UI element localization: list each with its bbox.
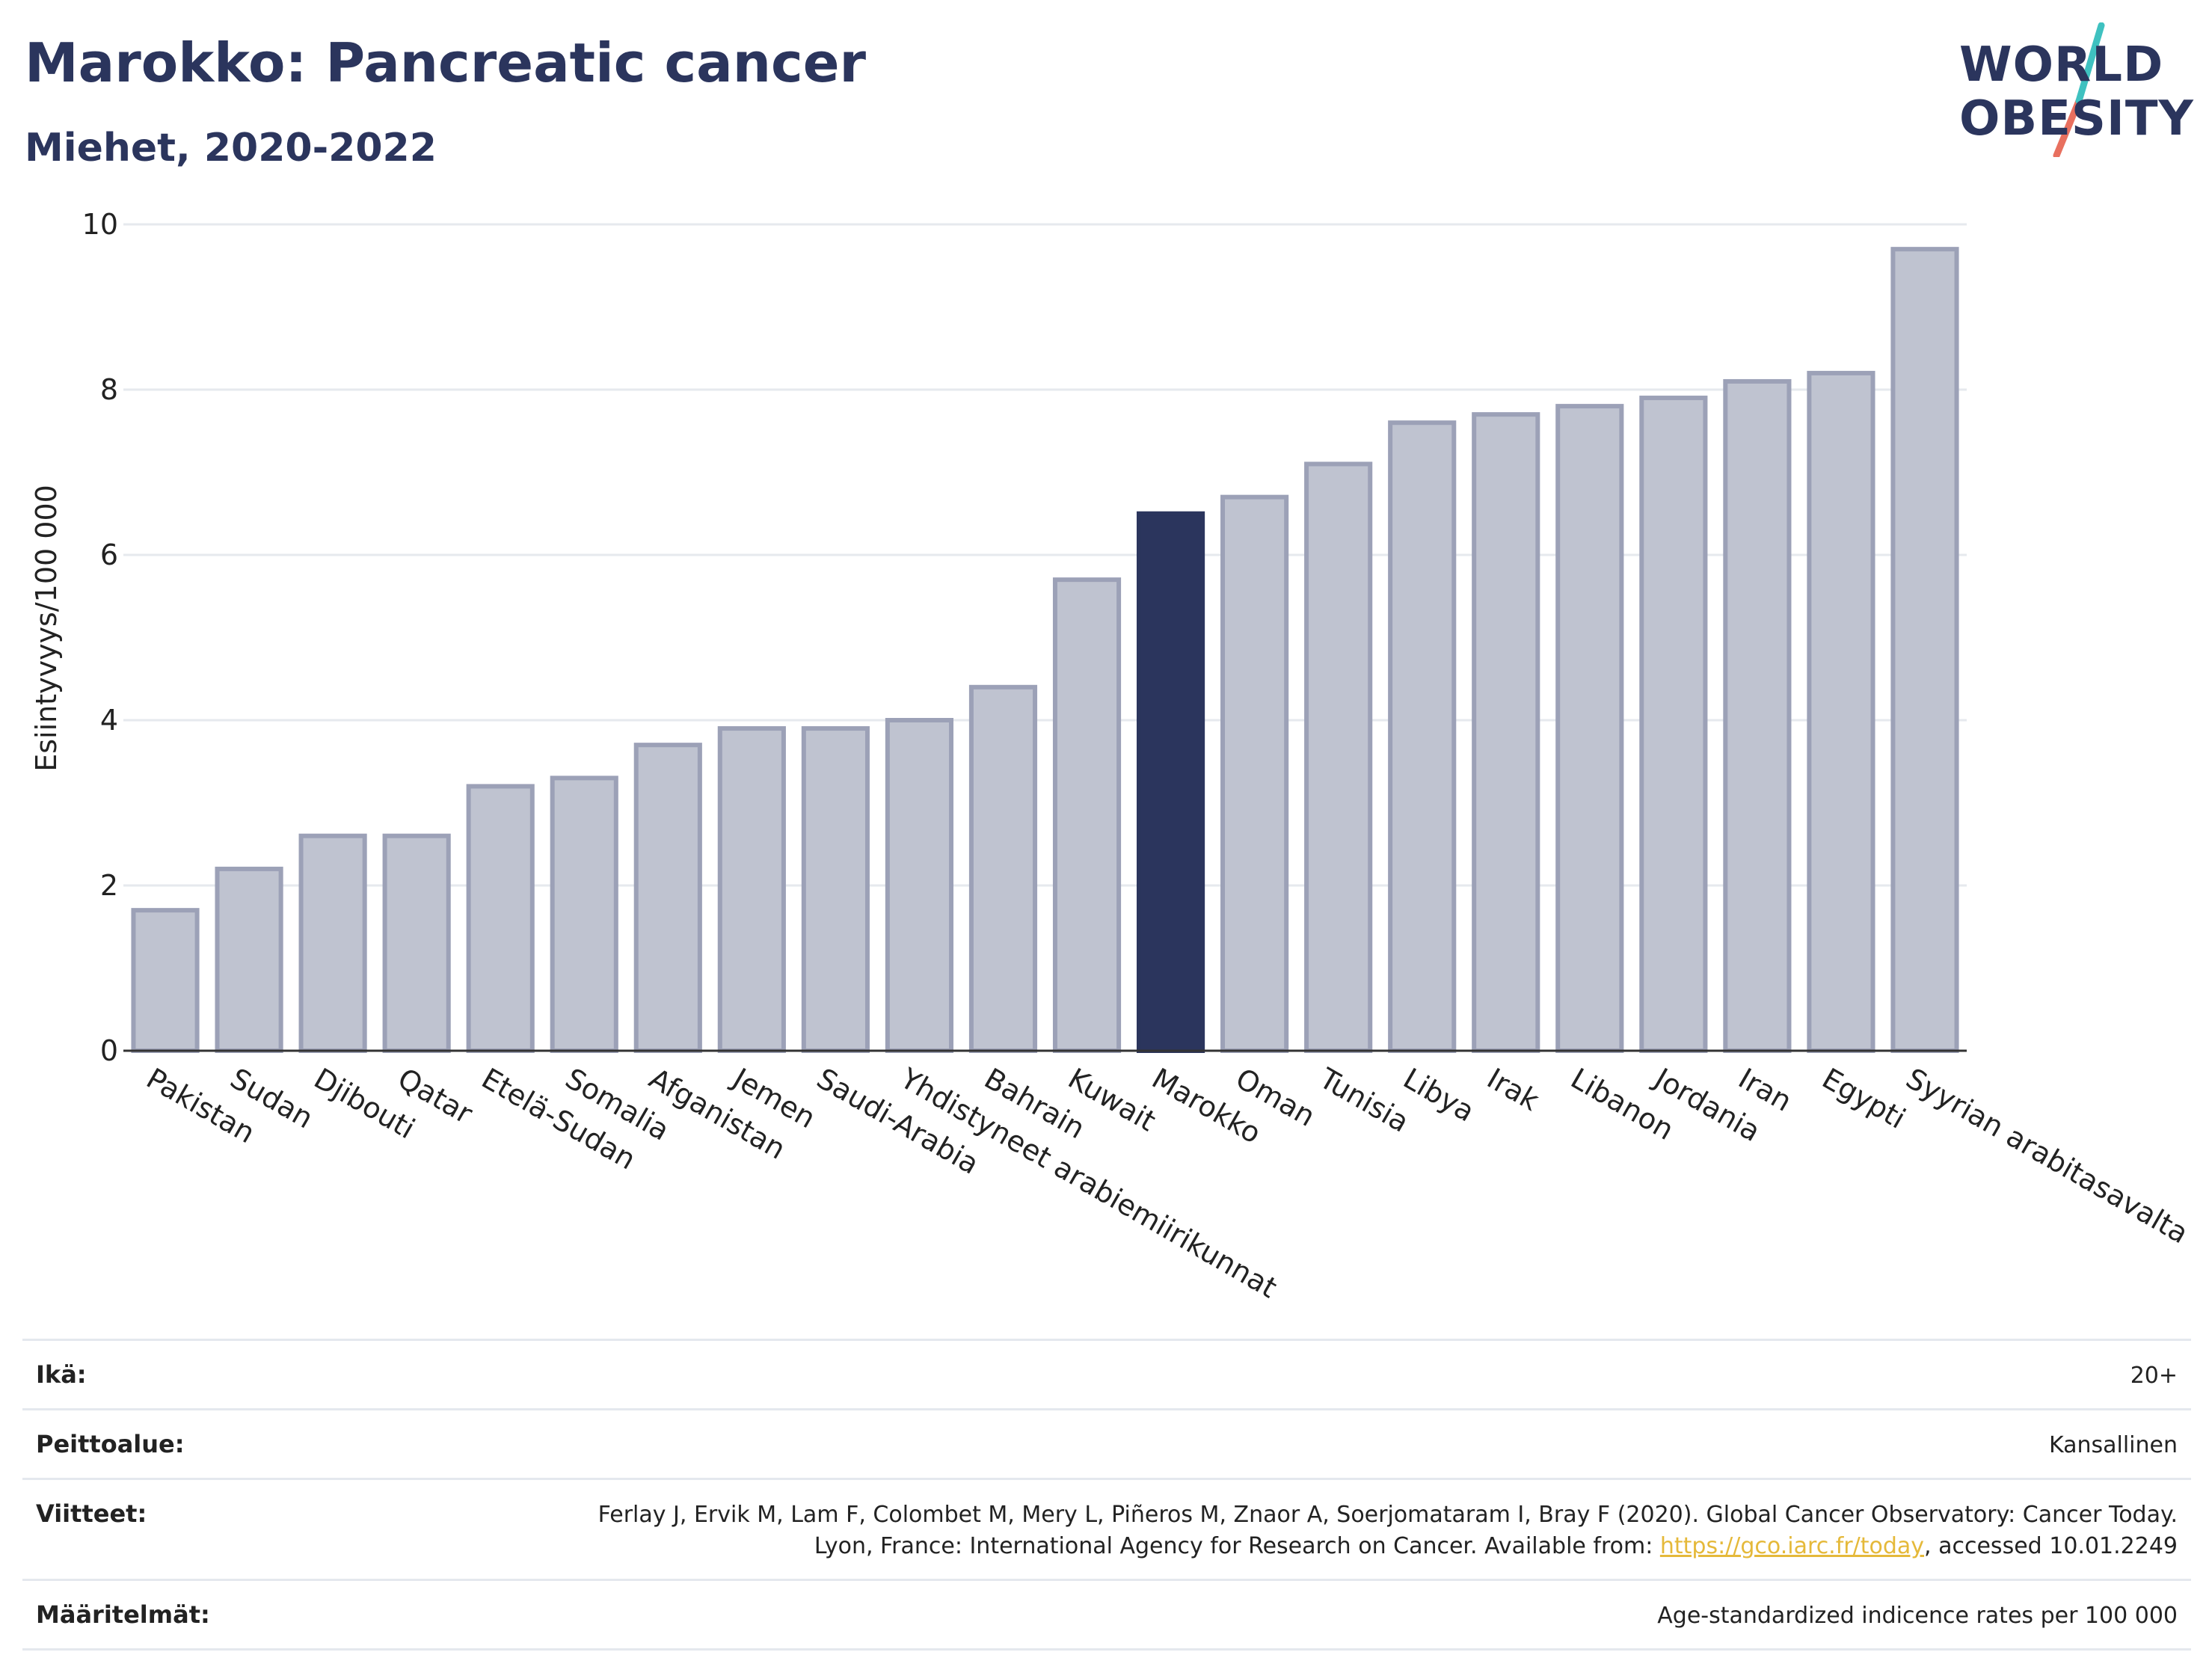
bar-libanon[interactable] (1555, 404, 1624, 1054)
bar-chart: 0 2 4 6 8 10 PakistanSudanDjiboutiQatarEtelä-… (30, 208, 2194, 1305)
bar-djibouti[interactable] (298, 833, 367, 1053)
references-accessed: , accessed 10.01.2249 (1924, 1533, 2178, 1559)
page-title: Marokko: Pancreatic cancer (25, 31, 867, 94)
references-label: Viitteet: (36, 1499, 147, 1528)
logo-line2: OBESITY (1959, 91, 2194, 147)
x-tick-label: Syyrian arabitasavalta (1900, 1062, 2193, 1250)
bar-jemen[interactable] (717, 726, 786, 1053)
definitions-value: Age-standardized indicence rates per 100… (1657, 1603, 2178, 1629)
bar-pakistan[interactable] (131, 908, 200, 1054)
bar-kuwait[interactable] (1052, 577, 1122, 1053)
y-tick-label: 10 (82, 208, 118, 241)
x-tick-label: Tunisia (1313, 1061, 1414, 1139)
definitions-label: Määritelmät: (36, 1600, 210, 1629)
bar-qatar[interactable] (382, 833, 451, 1053)
references-value: Ferlay J, Ervik M, Lam F, Colombet M, Me… (570, 1499, 2178, 1562)
bar-somalia[interactable] (550, 776, 618, 1053)
footer-row-definitions: Määritelmät: Age-standardized indicence … (22, 1579, 2191, 1651)
bar-iran[interactable] (1723, 378, 1792, 1053)
x-tick-label: Irak (1481, 1062, 1544, 1117)
age-label: Ikä: (36, 1360, 87, 1389)
footer-row-age: Ikä: 20+ (22, 1339, 2191, 1408)
logo-slash-icon (2053, 22, 2105, 157)
y-tick-label: 0 (100, 1034, 118, 1067)
bar-egypti[interactable] (1807, 370, 1875, 1053)
y-tick-labels: 0 2 4 6 8 10 (82, 208, 118, 1067)
bar-libya[interactable] (1388, 420, 1457, 1053)
y-axis-label: Esiintyvyys/100 000 (30, 485, 63, 772)
x-tick-label: Egypti (1816, 1062, 1911, 1135)
y-tick-label: 2 (100, 869, 118, 902)
references-text: Ferlay J, Ervik M, Lam F, Colombet M, Me… (597, 1502, 2178, 1559)
bar-bahrain[interactable] (968, 684, 1038, 1053)
logo-line1: WORLD (1959, 37, 2164, 93)
coverage-label: Peittoalue: (36, 1430, 185, 1458)
bar-marokko[interactable] (1136, 511, 1205, 1053)
x-tick-label: Libya (1398, 1062, 1480, 1129)
bar-syyrian-arabitasavalta[interactable] (1890, 247, 1959, 1053)
bar-sudan[interactable] (215, 866, 283, 1054)
bar-irak[interactable] (1472, 412, 1540, 1053)
coverage-value: Kansallinen (2048, 1432, 2178, 1458)
footer-row-coverage: Peittoalue: Kansallinen (22, 1408, 2191, 1478)
world-obesity-logo: WORLD OBESITY (1959, 22, 2199, 157)
y-tick-label: 8 (100, 373, 118, 406)
bar-yhdistyneet-arabiemiirikunnat[interactable] (885, 718, 954, 1053)
bar-oman[interactable] (1220, 494, 1289, 1053)
bar-tunisia[interactable] (1304, 461, 1373, 1053)
y-tick-label: 4 (100, 704, 118, 737)
bar-etelä-sudan[interactable] (466, 784, 535, 1054)
bars (131, 247, 1959, 1054)
bar-afganistan[interactable] (633, 743, 702, 1054)
y-tick-label: 6 (100, 538, 118, 571)
bar-saudi-arabia[interactable] (801, 726, 870, 1053)
age-value: 20+ (2130, 1363, 2178, 1389)
x-tick-labels: PakistanSudanDjiboutiQatarEtelä-SudanSom… (141, 1061, 2194, 1305)
footer-row-references: Viitteet: Ferlay J, Ervik M, Lam F, Colo… (22, 1478, 2191, 1579)
page-subtitle: Miehet, 2020-2022 (25, 126, 437, 171)
references-link[interactable]: https://gco.iarc.fr/today (1659, 1533, 1925, 1559)
footer-table: Ikä: 20+ Peittoalue: Kansallinen Viittee… (22, 1339, 2191, 1651)
bar-jordania[interactable] (1639, 396, 1708, 1053)
